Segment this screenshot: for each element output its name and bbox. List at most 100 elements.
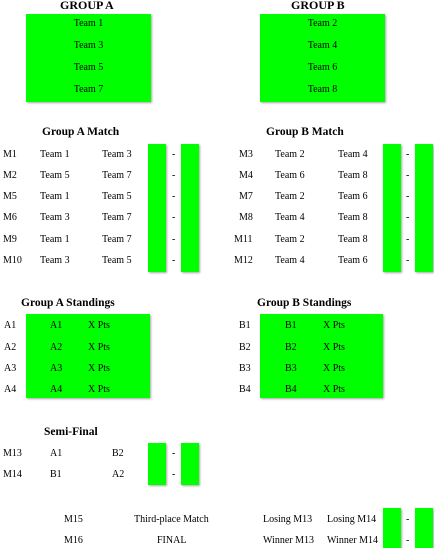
- match-home-team: Winner M13: [263, 535, 314, 546]
- score-separator: -: [172, 234, 176, 245]
- score-separator: -: [172, 212, 176, 223]
- score-separator: -: [172, 255, 176, 266]
- match-id: M2: [3, 170, 17, 181]
- group-b-team-3: Team 6: [307, 62, 338, 73]
- match-away-team: Team 7: [102, 212, 132, 223]
- score-separator: -: [406, 535, 410, 546]
- standings-points: X Pts: [88, 320, 110, 331]
- standings-position: B3: [285, 363, 297, 374]
- match-away-team: Team 5: [102, 191, 132, 202]
- standings-points: X Pts: [88, 342, 110, 353]
- group-b-team-box: Team 2 Team 4 Team 6 Team 8: [260, 14, 385, 102]
- group-b-standings-title: Group B Standings: [257, 297, 352, 309]
- score-separator: -: [406, 514, 410, 525]
- standings-position: A3: [50, 363, 63, 374]
- group-a-standings-title: Group A Standings: [21, 297, 115, 309]
- standings-position: A4: [50, 384, 63, 395]
- group-a-team-3: Team 5: [73, 62, 104, 73]
- score-separator: -: [172, 448, 176, 459]
- match-home-team: Team 1: [40, 149, 70, 160]
- match-home-team: Team 3: [40, 255, 70, 266]
- group-b-standings-box: [260, 314, 383, 398]
- match-id: M15: [64, 514, 83, 525]
- standings-points: X Pts: [88, 384, 110, 395]
- group-b-away-score-column[interactable]: [415, 144, 433, 272]
- score-separator: -: [172, 191, 176, 202]
- final-home-score-column[interactable]: [383, 508, 401, 548]
- match-away-team: Team 6: [338, 191, 368, 202]
- match-away-team: Team 7: [102, 234, 132, 245]
- match-id: M12: [234, 255, 253, 266]
- match-home-team: Team 2: [275, 149, 305, 160]
- standings-rank: A1: [4, 320, 17, 331]
- score-separator: -: [406, 170, 410, 181]
- standings-position: B1: [285, 320, 297, 331]
- group-b-match-title: Group B Match: [266, 126, 344, 138]
- match-home-team: Team 2: [275, 234, 305, 245]
- group-a-away-score-column[interactable]: [181, 144, 199, 272]
- standings-points: X Pts: [323, 342, 345, 353]
- standings-rank: B1: [239, 320, 251, 331]
- semi-final-away-score-column[interactable]: [181, 443, 199, 485]
- match-away-team: Team 4: [338, 149, 368, 160]
- score-separator: -: [172, 149, 176, 160]
- match-home-team: Team 4: [275, 212, 305, 223]
- match-away-team: Team 8: [338, 170, 368, 181]
- score-separator: -: [172, 170, 176, 181]
- match-home-team: B1: [50, 469, 62, 480]
- group-a-team-box: Team 1 Team 3 Team 5 Team 7: [26, 14, 151, 102]
- match-home-team: Team 4: [275, 255, 305, 266]
- group-b-team-4: Team 8: [307, 84, 338, 95]
- score-separator: -: [406, 191, 410, 202]
- group-a-team-1: Team 1: [73, 18, 104, 29]
- match-id: M5: [3, 191, 17, 202]
- match-name: Third-place Match: [134, 514, 209, 525]
- match-id: M10: [3, 255, 22, 266]
- match-away-team: B2: [112, 448, 124, 459]
- match-id: M3: [239, 149, 253, 160]
- match-home-team: Team 1: [40, 234, 70, 245]
- standings-points: X Pts: [323, 384, 345, 395]
- group-a-standings-box: [26, 314, 150, 398]
- match-away-team: Team 8: [338, 234, 368, 245]
- final-away-score-column[interactable]: [415, 508, 433, 548]
- match-away-team: Team 7: [102, 170, 132, 181]
- semi-final-title: Semi-Final: [44, 426, 98, 438]
- match-away-team: Winner M14: [327, 535, 378, 546]
- standings-points: X Pts: [323, 363, 345, 374]
- group-b-team-2: Team 4: [307, 40, 338, 51]
- match-home-team: Team 3: [40, 212, 70, 223]
- standings-position: B2: [285, 342, 297, 353]
- match-home-team: Losing M13: [263, 514, 313, 525]
- match-id: M11: [234, 234, 253, 245]
- standings-rank: B2: [239, 342, 251, 353]
- match-id: M4: [239, 170, 253, 181]
- score-separator: -: [172, 469, 176, 480]
- match-id: M1: [3, 149, 17, 160]
- match-home-team: Team 2: [275, 191, 305, 202]
- match-id: M13: [3, 448, 22, 459]
- match-home-team: Team 5: [40, 170, 70, 181]
- standings-rank: B3: [239, 363, 251, 374]
- match-id: M16: [64, 535, 83, 546]
- semi-final-home-score-column[interactable]: [148, 443, 166, 485]
- group-a-home-score-column[interactable]: [148, 144, 166, 272]
- group-b-home-score-column[interactable]: [383, 144, 401, 272]
- standings-position: A2: [50, 342, 63, 353]
- match-home-team: A1: [50, 448, 63, 459]
- match-id: M7: [239, 191, 253, 202]
- group-a-match-title: Group A Match: [42, 126, 120, 138]
- match-id: M14: [3, 469, 22, 480]
- match-away-team: Team 6: [338, 255, 368, 266]
- score-separator: -: [406, 212, 410, 223]
- group-a-title: GROUP A: [60, 0, 114, 12]
- group-b-team-1: Team 2: [307, 18, 338, 29]
- score-separator: -: [406, 255, 410, 266]
- match-id: M6: [3, 212, 17, 223]
- match-away-team: Team 5: [102, 255, 132, 266]
- standings-rank: A4: [4, 384, 17, 395]
- match-away-team: Losing M14: [327, 514, 377, 525]
- standings-position: A1: [50, 320, 63, 331]
- match-home-team: Team 6: [275, 170, 305, 181]
- match-name: FINAL: [157, 535, 187, 546]
